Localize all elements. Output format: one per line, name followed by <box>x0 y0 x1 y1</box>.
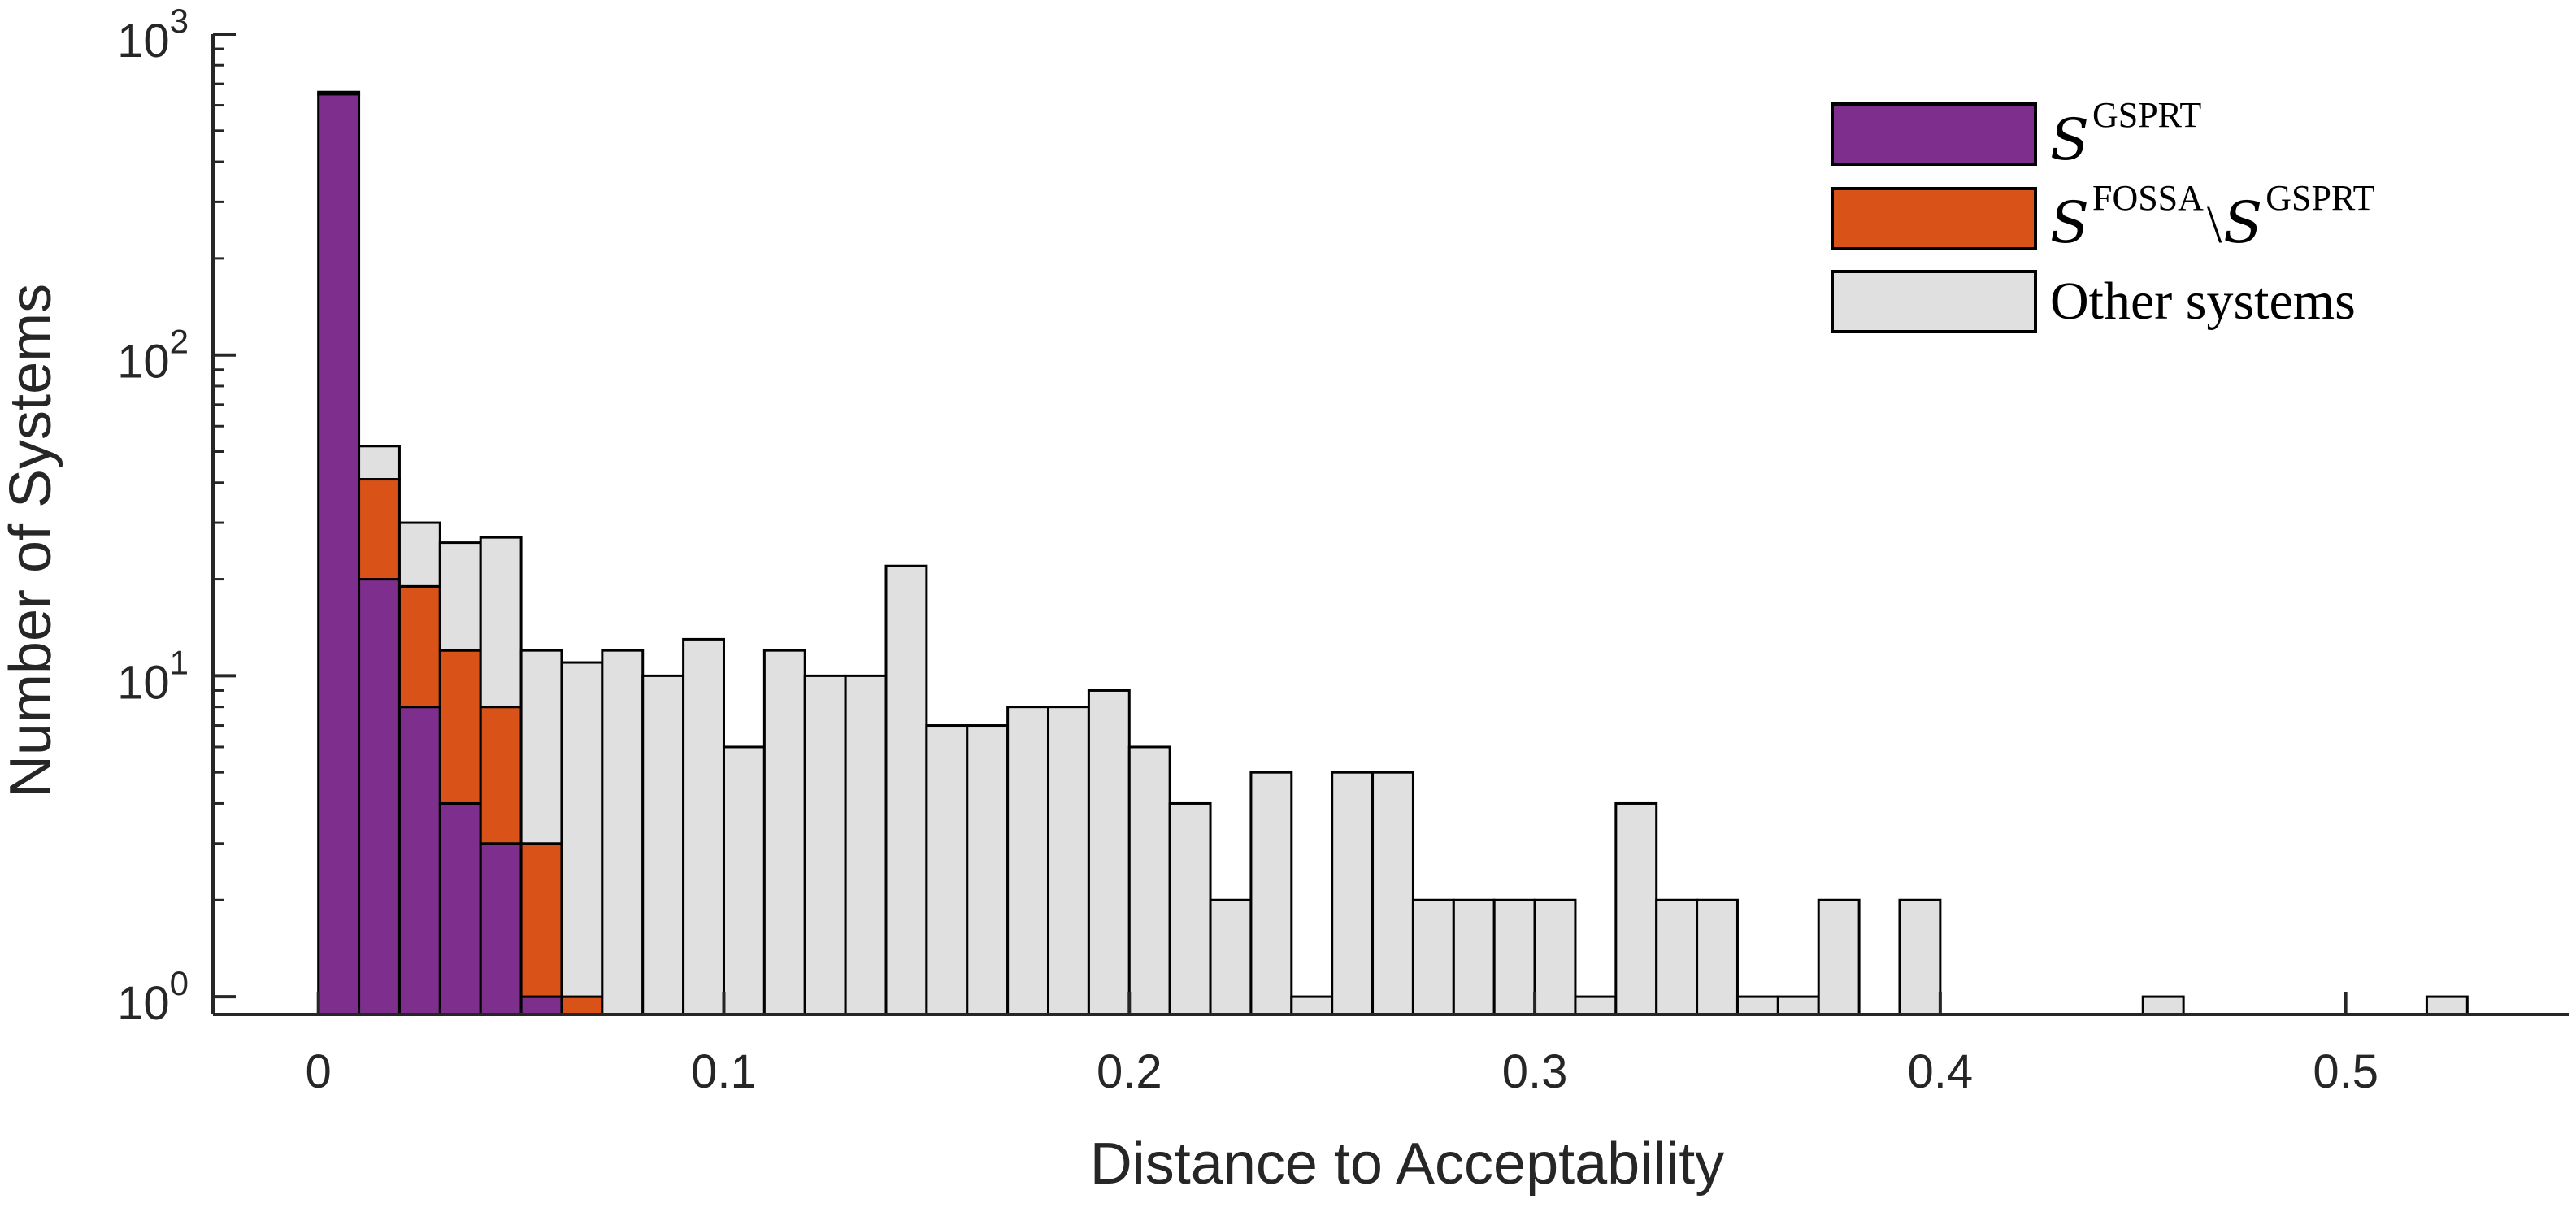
legend-entry-other: Other systems <box>1831 270 2356 333</box>
bar-series0-bin2 <box>397 706 441 1016</box>
bar-series2-bin27 <box>1411 898 1455 1016</box>
bar-series2-bin0 <box>317 90 361 96</box>
bar-series2-bin15 <box>925 724 969 1016</box>
bar-series2-bin37 <box>1817 898 1861 1016</box>
legend-label-fossa: SFOSSA\SGSPRT <box>2050 178 2375 256</box>
bar-series2-bin29 <box>1492 898 1536 1016</box>
legend-swatch-other <box>1831 270 2037 333</box>
y-ticks-group: 100 101 102 103 <box>117 2 236 1030</box>
bar-series2-bin25 <box>1331 771 1375 1016</box>
legend-entry-fossa: SFOSSA\SGSPRT <box>1831 178 2375 256</box>
bar-series2-bin32 <box>1614 801 1658 1016</box>
bar-series1-bin4 <box>479 706 523 845</box>
bars-group <box>317 90 2469 1016</box>
bar-series2-bin17 <box>1006 706 1050 1016</box>
bar-series2-bin12 <box>803 674 847 1016</box>
x-tick-label-2: 0.2 <box>1097 1045 1162 1098</box>
y-tick-label-2: 102 <box>117 323 189 389</box>
legend-swatch-gsprt <box>1831 102 2037 166</box>
bar-series0-bin0 <box>317 93 361 1016</box>
bar-series2-bin8 <box>641 674 685 1016</box>
bar-series2-bin13 <box>844 674 888 1016</box>
x-tick-label-3: 0.3 <box>1502 1045 1568 1098</box>
bar-series2-bin30 <box>1533 898 1577 1016</box>
bar-series1-bin6 <box>560 995 604 1016</box>
legend-swatch-fossa <box>1831 187 2037 250</box>
bar-series2-bin22 <box>1209 898 1253 1016</box>
bar-series2-bin45 <box>2141 995 2185 1016</box>
legend-label-gsprt: SGSPRT <box>2050 95 2201 173</box>
x-tick-label-4: 0.4 <box>1908 1045 1974 1098</box>
legend-label-other: Other systems <box>2050 272 2356 331</box>
bar-series2-bin26 <box>1371 771 1414 1016</box>
y-tick-label-3: 103 <box>117 2 189 67</box>
bar-series2-bin9 <box>682 637 725 1016</box>
bar-series2-bin4 <box>479 536 523 709</box>
x-axis-label: Distance to Acceptability <box>1090 1132 1724 1197</box>
x-tick-label-1: 0.1 <box>691 1045 757 1098</box>
y-tick-label-0: 100 <box>117 964 189 1030</box>
y-axis-label: Number of Systems <box>0 284 63 797</box>
bar-series2-bin7 <box>601 649 645 1016</box>
bar-series2-bin10 <box>722 745 766 1016</box>
x-tick-label-0: 0 <box>306 1045 332 1098</box>
bar-series1-bin1 <box>358 478 401 581</box>
bar-series2-bin3 <box>438 541 482 652</box>
bar-series1-bin3 <box>438 649 482 805</box>
bar-series1-bin5 <box>519 842 563 998</box>
bar-series2-bin39 <box>1898 898 1942 1016</box>
bar-series2-bin18 <box>1047 706 1090 1016</box>
bar-series2-bin23 <box>1249 771 1293 1016</box>
x-ticks-group: 0 0.1 0.2 0.3 0.4 0.5 <box>306 992 2378 1098</box>
y-tick-label-1: 101 <box>117 643 189 709</box>
bar-series2-bin31 <box>1574 995 1618 1016</box>
legend-entry-gsprt: SGSPRT <box>1831 95 2201 173</box>
bar-series1-bin2 <box>397 584 441 709</box>
bar-series2-bin16 <box>966 724 1010 1016</box>
bar-series2-bin11 <box>762 649 806 1016</box>
bar-series0-bin1 <box>358 578 401 1016</box>
bar-series2-bin14 <box>884 564 928 1016</box>
x-tick-label-5: 0.5 <box>2313 1045 2378 1098</box>
bar-series2-bin33 <box>1655 898 1699 1016</box>
bar-series0-bin5 <box>519 995 563 1016</box>
bar-series2-bin35 <box>1735 995 1779 1016</box>
bar-series2-bin2 <box>397 521 441 588</box>
bar-series2-bin36 <box>1776 995 1820 1016</box>
bar-series0-bin3 <box>438 801 482 1016</box>
bar-series2-bin21 <box>1168 801 1212 1016</box>
bar-series2-bin34 <box>1696 898 1739 1016</box>
bar-series2-bin19 <box>1087 689 1131 1016</box>
axes-group <box>211 34 2569 1016</box>
bar-series2-bin6 <box>560 661 604 998</box>
bar-series2-bin24 <box>1290 995 1334 1016</box>
bar-series2-bin5 <box>519 649 563 845</box>
bar-series2-bin28 <box>1452 898 1496 1016</box>
bar-series2-bin1 <box>358 445 401 481</box>
bar-series2-bin52 <box>2425 995 2469 1016</box>
legend: SGSPRT SFOSSA\SGSPRT Other systems <box>1831 95 2375 333</box>
bar-series2-bin20 <box>1127 745 1171 1016</box>
bar-series0-bin4 <box>479 842 523 1016</box>
